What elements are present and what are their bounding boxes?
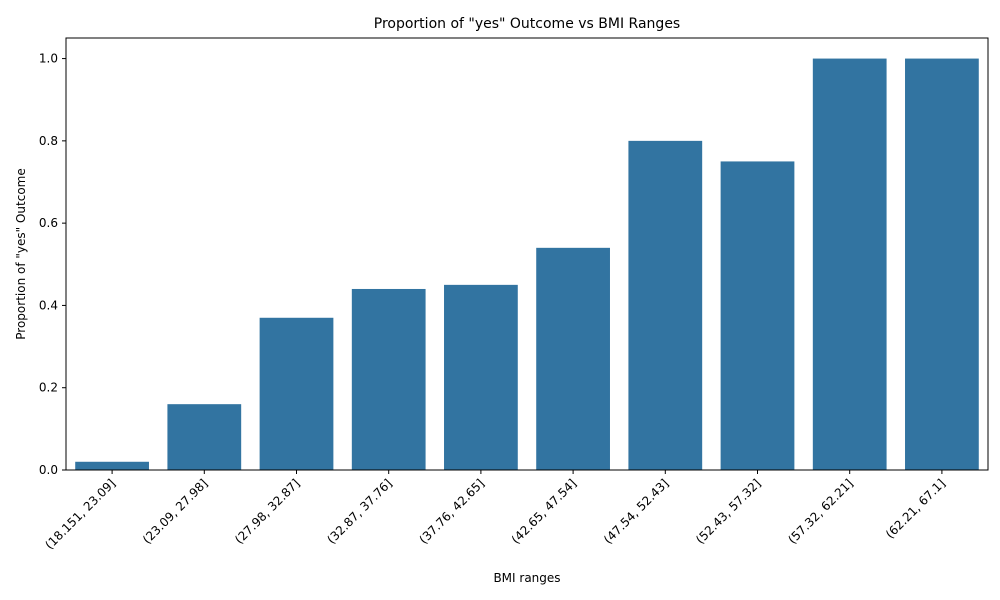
x-axis: (18.151, 23.09] (23.09, 27.98] (27.98, 32.… [42, 470, 948, 552]
y-tick-label: 0.4 [39, 298, 58, 312]
x-tick-label: (37.76, 42.65] [417, 476, 488, 547]
x-tick-label: (62.21, 67.1] [883, 476, 948, 541]
x-tick-label: (47.54, 52.43] [601, 476, 672, 547]
bar [167, 404, 242, 470]
bar [259, 317, 334, 470]
y-tick-label: 1.0 [39, 52, 58, 66]
bar [444, 284, 518, 470]
x-tick-label: (27.98, 32.87] [232, 476, 303, 547]
bars-group [75, 58, 979, 470]
bar [812, 58, 887, 470]
bar [351, 288, 426, 470]
y-tick-label: 0.0 [39, 463, 58, 477]
y-tick-label: 0.6 [39, 216, 58, 230]
bar [720, 161, 795, 470]
x-tick-label: (42.65, 47.54] [509, 476, 580, 547]
x-tick-label: (52.43, 57.32] [693, 476, 764, 547]
x-tick-label: (18.151, 23.09] [42, 476, 118, 552]
bar [75, 461, 149, 470]
y-tick-label: 0.2 [39, 381, 58, 395]
chart-title: Proportion of "yes" Outcome vs BMI Range… [374, 16, 680, 32]
x-tick-label: (23.09, 27.98] [140, 476, 211, 547]
x-tick-label: (32.87, 37.76] [324, 476, 395, 547]
y-tick-label: 0.8 [39, 134, 58, 148]
bar [628, 140, 703, 470]
x-axis-label: BMI ranges [493, 571, 560, 585]
bar [536, 247, 610, 470]
plot-frame [65, 37, 989, 471]
x-tick-label: (57.32, 62.21] [785, 476, 856, 547]
y-axis-label: Proportion of "yes" Outcome [14, 168, 28, 339]
bar [905, 58, 979, 470]
y-axis: 0.0 0.2 0.4 0.6 0.8 1.0 [39, 52, 66, 477]
